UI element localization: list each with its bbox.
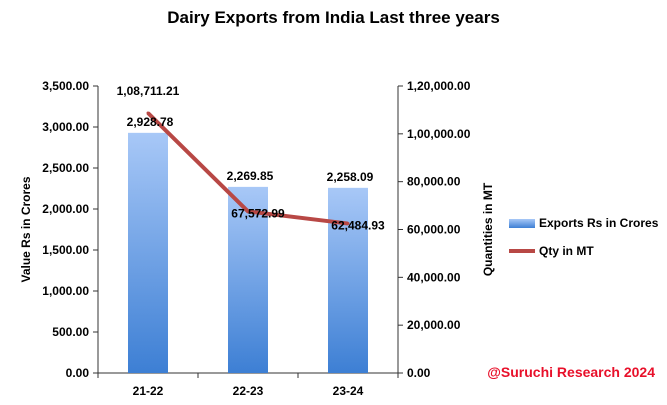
line-data-label: 67,572.99: [231, 206, 285, 220]
y-tick-label-right: 1,00,000.00: [407, 127, 471, 141]
y-tick-label-right: 40,000.00: [407, 270, 461, 284]
chart-title: Dairy Exports from India Last three year…: [167, 8, 500, 27]
x-tick-label: 22-23: [233, 384, 264, 398]
bar-data-label: 2,928.78: [127, 115, 174, 129]
y-tick-label-left: 1,500.00: [42, 243, 89, 257]
legend-label-exports: Exports Rs in Crores: [539, 216, 659, 230]
y-tick-label-left: 1,000.00: [42, 284, 89, 298]
x-tick-label: 21-22: [133, 384, 164, 398]
y-tick-label-right: 1,20,000.00: [407, 79, 471, 93]
y-tick-label-left: 0.00: [66, 366, 90, 380]
line-point: [146, 111, 150, 115]
y-tick-label-left: 2,500.00: [42, 161, 89, 175]
y-tick-label-left: 500.00: [52, 325, 89, 339]
line-point: [246, 209, 250, 213]
y-axis-title-right: Quantities in MT: [481, 182, 495, 276]
y-tick-label-left: 3,500.00: [42, 79, 89, 93]
line-data-label: 1,08,711.21: [117, 84, 180, 98]
line-point: [346, 222, 350, 226]
y-tick-label-right: 20,000.00: [407, 318, 461, 332]
legend-swatch-exports: [509, 219, 535, 228]
legend-label-qty: Qty in MT: [539, 244, 594, 258]
y-tick-label-left: 2,000.00: [42, 202, 89, 216]
y-tick-label-right: 60,000.00: [407, 223, 461, 237]
y-tick-label-right: 0.00: [407, 366, 431, 380]
bar-data-label: 2,258.09: [327, 170, 374, 184]
line-data-label: 62,484.93: [331, 219, 385, 233]
bar: [228, 186, 268, 373]
watermark: @Suruchi Research 2024: [487, 364, 655, 380]
x-tick-label: 23-24: [333, 384, 364, 398]
y-tick-label-left: 3,000.00: [42, 120, 89, 134]
bar: [128, 132, 168, 373]
bar: [328, 187, 368, 373]
y-tick-label-right: 80,000.00: [407, 175, 461, 189]
bar-data-label: 2,269.85: [227, 169, 274, 183]
y-axis-title-left: Value Rs in Crores: [19, 176, 33, 282]
